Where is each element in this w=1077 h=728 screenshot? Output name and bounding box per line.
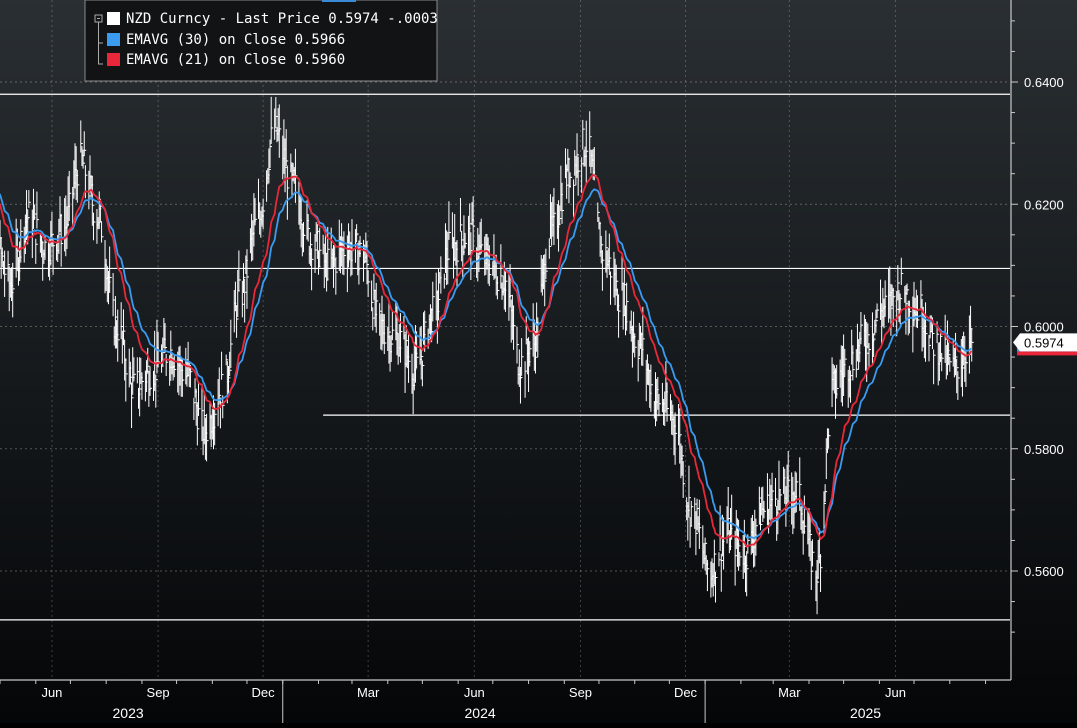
x-tick-label: Jun [41, 685, 62, 700]
legend-label: NZD Curncy - Last Price 0.5974 -.0003 [126, 11, 438, 27]
x-tick-label: Dec [674, 685, 698, 700]
x-tick-label: Mar [357, 685, 380, 700]
x-tick-label: Dec [252, 685, 276, 700]
price-bars [0, 96, 974, 615]
active-tab-indicator [322, 0, 356, 2]
legend-swatch [107, 33, 120, 46]
price-tag-label: 0.5974 [1024, 335, 1064, 350]
price-tag-box [1013, 333, 1077, 352]
ema21-tag-marker [1017, 350, 1077, 356]
ema-21-line [0, 174, 973, 548]
x-year-label: 2024 [465, 705, 496, 721]
legend-label: EMAVG (30) on Close 0.5966 [126, 32, 345, 48]
x-year-label: 2025 [850, 705, 881, 721]
x-tick-label: Sep [569, 685, 592, 700]
legend-swatch [107, 53, 120, 66]
x-axis: Jun Sep Dec Mar Jun Sep Dec Mar Jun 2023 2024 2025 [0, 679, 1011, 723]
y-tick-label: 0.6400 [1024, 75, 1064, 90]
legend-swatch [107, 12, 120, 25]
legend-label: EMAVG (21) on Close 0.5960 [126, 52, 345, 68]
legend-tree-lines [98, 22, 103, 65]
y-tick-label: 0.6200 [1024, 197, 1064, 212]
y-tick-label: 0.5800 [1024, 442, 1064, 457]
y-tick-label: 0.6000 [1024, 320, 1064, 335]
x-tick-label: Sep [147, 685, 170, 700]
legend-frame [84, 0, 438, 82]
legend-box: NZD Curncy - Last Price 0.5974 -.0003 EMA… [84, 0, 438, 82]
last-price-tag: 0.5974 [1013, 333, 1077, 356]
y-tick-label: 0.5600 [1024, 564, 1064, 579]
x-tick-label: Mar [778, 685, 801, 700]
x-tick-label: Jun [464, 685, 485, 700]
x-year-label: 2023 [113, 705, 144, 721]
y-axis: 0.6400 0.6200 0.6000 0.5800 0.5600 [1010, 0, 1064, 680]
x-tick-label: Jun [885, 685, 906, 700]
